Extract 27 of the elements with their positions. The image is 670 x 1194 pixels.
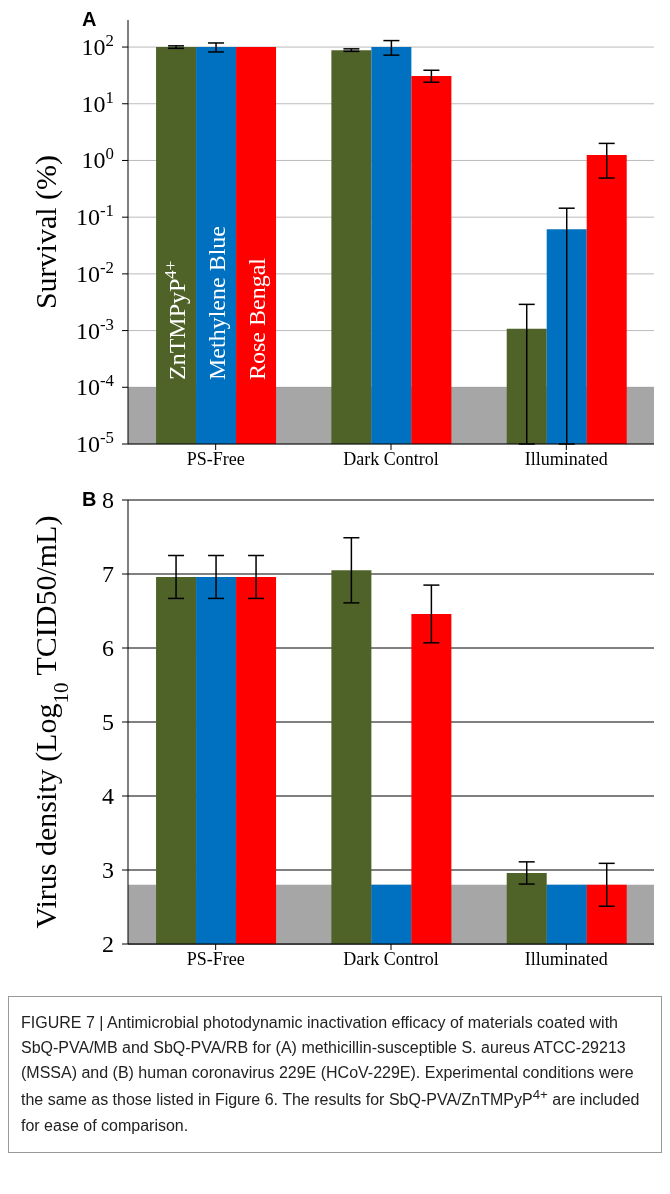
y-tick-label: 10$^{-1}$ (76, 200, 114, 231)
y-tick-label: 6 (102, 635, 114, 661)
series-label: Methylene Blue (204, 226, 231, 380)
y-tick-label: 7 (102, 561, 114, 587)
x-tick-label: Illuminated (524, 948, 608, 969)
y-tick-label: 2 (102, 931, 114, 957)
series-label: Rose Bengal (244, 257, 271, 380)
x-tick-label: PS-Free (186, 448, 245, 469)
y-tick-label: 10$^{-5}$ (76, 427, 114, 457)
y-tick-label: 10$^{-4}$ (76, 370, 115, 401)
y-axis-title: Survival (%) (29, 154, 63, 310)
y-tick-label: 3 (102, 857, 114, 883)
y-tick-label: 10$^{0}$ (81, 143, 114, 174)
x-tick-label: PS-Free (186, 948, 245, 969)
x-tick-label: Dark Control (343, 448, 439, 469)
x-tick-label: Dark Control (343, 948, 439, 969)
y-tick-label: 10$^{2}$ (81, 30, 114, 61)
x-tick-label: Illuminated (524, 448, 608, 469)
y-tick-label: 8 (102, 487, 114, 513)
chart-title: A (82, 8, 97, 31)
text: FIGURE 7 | Antimicrobial photodynamic inactivation efficacy of materials coated with SbQ-PVA/MB and SbQ-PVA/RB for (A) methicillin-susceptible S. aureus ATCC-29213 (MSSA) and (B) human coronavirus 229E (HCoV-229E). Experimental conditions were the same as those listed in Figure 6. The results for SbQ-PVA/ZnTMPyP$^{4+}$ are included for ease of comparison. (21, 1014, 640, 1134)
y-tick-label: 5 (102, 709, 114, 735)
chart-title: B (82, 488, 97, 511)
y-tick-label: 4 (102, 783, 114, 809)
y-tick-label: 10$^{1}$ (81, 87, 114, 117)
y-tick-label: 10$^{-3}$ (76, 314, 114, 344)
y-tick-label: 10$^{-2}$ (76, 257, 114, 287)
